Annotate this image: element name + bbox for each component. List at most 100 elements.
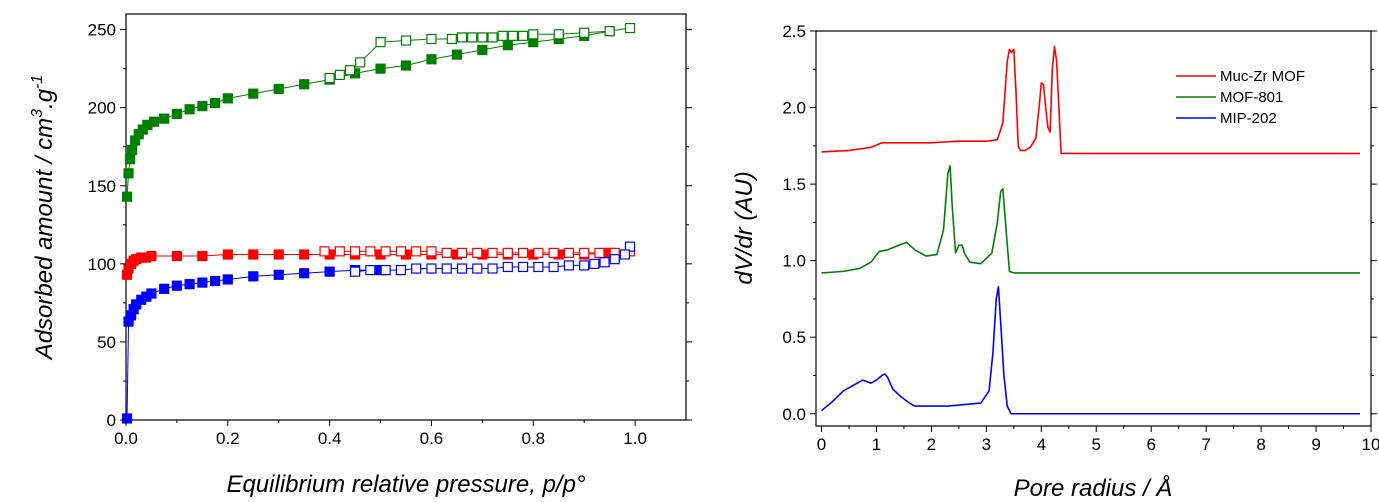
isotherm-series-0-desorption-point	[400, 35, 412, 46]
isotherm-series-1-desorption-point	[487, 247, 498, 259]
pore-series-group	[820, 45, 1361, 415]
isotherm-series-0-desorption-point	[487, 32, 498, 43]
isotherm-series-2-desorption-point	[579, 260, 590, 271]
isotherm-series-2-adsorption-point	[299, 268, 310, 279]
isotherm-series-0-desorption-point	[507, 30, 519, 41]
isotherm-y-tick-label: 100	[88, 255, 116, 274]
isotherm-series-2-adsorption-point	[248, 271, 259, 282]
isotherm-series-2-adsorption-point	[324, 266, 335, 277]
isotherm-series-2-desorption-point	[589, 258, 600, 269]
isotherm-series-0-desorption-point	[456, 32, 468, 43]
isotherm-series-0-desorption-point	[446, 33, 457, 45]
isotherm-series-2-desorption-point	[441, 263, 452, 274]
pore-x-tick-label: 5	[1092, 435, 1101, 454]
pore-legend: Muc-Zr MOF MOF-801 MIP-202	[1176, 68, 1305, 127]
legend-label-0: Muc-Zr MOF	[1220, 68, 1305, 85]
isotherm-series-2-desorption-point	[349, 266, 361, 277]
isotherm-x-tick-label: 0.0	[114, 429, 138, 448]
isotherm-x-tick-label: 1.0	[623, 429, 647, 448]
isotherm-series-2-desorption-point	[599, 257, 610, 268]
isotherm-series-0-adsorption-point	[248, 88, 259, 99]
isotherm-series-2-adsorption-point	[273, 269, 284, 280]
isotherm-series-0-adsorption-line	[126, 30, 610, 197]
isotherm-series-0-adsorption-point	[451, 49, 463, 60]
isotherm-series-0-adsorption-point	[222, 93, 233, 104]
pore-x-tick-label: 1	[872, 435, 881, 454]
isotherm-series-0-desorption-point	[477, 32, 488, 43]
isotherm-series-2-desorption-point	[472, 263, 483, 274]
isotherm-series-1-adsorption-point	[146, 250, 157, 262]
isotherm-series-1-desorption-point	[456, 247, 468, 259]
isotherm-series-0-adsorption-point	[502, 40, 513, 51]
pore-x-tick-label: 9	[1311, 435, 1320, 454]
isotherm-x-tick-label: 0.6	[420, 429, 444, 448]
isotherm-series-2-adsorption-point	[209, 275, 221, 287]
isotherm-y-axis-title: Adsorbed amount / cm3.g-1	[29, 75, 58, 362]
pore-y-tick-label: 0.5	[782, 328, 806, 347]
isotherm-series-1-adsorption-point	[299, 249, 310, 260]
isotherm-series-0-adsorption-point	[273, 83, 284, 95]
isotherm-series-1-adsorption-point	[248, 249, 259, 260]
isotherm-series-1-desorption-point	[426, 246, 437, 257]
isotherm-x-axis-title: Equilibrium relative pressure, p/p°	[226, 471, 585, 498]
isotherm-series-0-desorption-point	[624, 22, 636, 34]
pore-x-tick-label: 3	[982, 435, 991, 454]
isotherm-series-2-desorption-point	[517, 261, 529, 273]
isotherm-series-2-desorption-point	[609, 254, 620, 265]
isotherm-series-1-desorption-point	[472, 247, 483, 259]
isotherm-series-1-desorption-point	[548, 247, 559, 259]
isotherm-axes: 0.0 0.2 0.4 0.6 0.8 1.0 0 50 100 150 200 250	[88, 21, 692, 448]
isotherm-series-1-desorption-point	[502, 247, 513, 259]
isotherm-x-tick-label: 0.2	[216, 429, 240, 448]
isotherm-series-1-desorption-point	[594, 247, 605, 259]
isotherm-y-tick-label: 50	[97, 333, 116, 352]
isotherm-x-tick-label: 0.8	[521, 429, 545, 448]
isotherm-series-0-desorption-point	[497, 30, 508, 41]
isotherm-series-0-adsorption-point	[209, 97, 221, 109]
isotherm-series-2-desorption-point	[426, 263, 437, 274]
pore-axes: 0 1 2 3 4 5 6 7 8 9 10 0.0 0.5 1.0 1.5 2.0 2.5	[782, 22, 1379, 454]
isotherm-series-0-adsorption-point	[127, 144, 138, 155]
isotherm-series-0-desorption-point	[334, 69, 345, 81]
isotherm-series-2-desorption-point	[487, 263, 498, 274]
isotherm-series-0-desorption-point	[355, 57, 366, 68]
isotherm-series-1-desorption-point	[334, 246, 345, 257]
isotherm-y-axis-title-main: Adsorbed amount / cm	[31, 118, 58, 361]
pore-y-tick-label: 1.0	[782, 252, 806, 271]
isotherm-series-1-desorption-point	[411, 246, 422, 257]
isotherm-series-2-adsorption-point	[121, 413, 133, 424]
isotherm-series-0-adsorption-point	[375, 63, 386, 74]
isotherm-series-0-adsorption-point	[123, 168, 134, 179]
pore-x-axis-title: Pore radius / Å	[1014, 474, 1173, 502]
isotherm-series-2-adsorption-point	[146, 288, 157, 299]
pore-x-tick-label: 0	[817, 435, 826, 454]
pore-series-line-1	[821, 164, 1361, 274]
isotherm-series-0-adsorption-point	[148, 116, 160, 127]
isotherm-y-tick-label: 150	[88, 177, 116, 196]
isotherm-series-1-adsorption-point	[197, 250, 208, 262]
pore-x-tick-label: 10	[1362, 435, 1379, 454]
isotherm-y-tick-label: 250	[88, 21, 116, 40]
pore-series-line-2	[820, 285, 1361, 415]
pore-x-tick-label: 6	[1146, 435, 1155, 454]
isotherm-series-0-desorption-point	[344, 65, 356, 76]
isotherm-series-2-adsorption-point	[159, 283, 170, 294]
isotherm-series-0-adsorption-point	[477, 44, 488, 56]
isotherm-series-2-desorption-point	[502, 261, 513, 273]
pore-plot-frame	[815, 30, 1372, 427]
isotherm-series-1-desorption-point	[395, 246, 407, 257]
isotherm-series-0-desorption-point	[517, 30, 529, 41]
isotherm-series-1-desorption-point	[579, 247, 590, 259]
isotherm-series-2-desorption-point	[365, 264, 376, 276]
pore-x-tick-label: 2	[927, 435, 936, 454]
isotherm-series-2-desorption-point	[456, 263, 468, 274]
pore-series-line-0	[821, 45, 1361, 155]
isotherm-chart: 0.0 0.2 0.4 0.6 0.8 1.0 0 50 100 150 200 250 Equili…	[29, 13, 692, 498]
isotherm-y-axis-title-sup2: -1	[29, 75, 46, 89]
isotherm-plot-frame	[125, 13, 687, 421]
isotherm-series-1-desorption-point	[380, 246, 391, 257]
isotherm-series-2-desorption-point	[533, 261, 544, 273]
isotherm-series-2-desorption-point	[548, 261, 559, 273]
isotherm-series-2-desorption-point	[563, 260, 575, 271]
isotherm-series-2-adsorption-point	[171, 280, 183, 291]
